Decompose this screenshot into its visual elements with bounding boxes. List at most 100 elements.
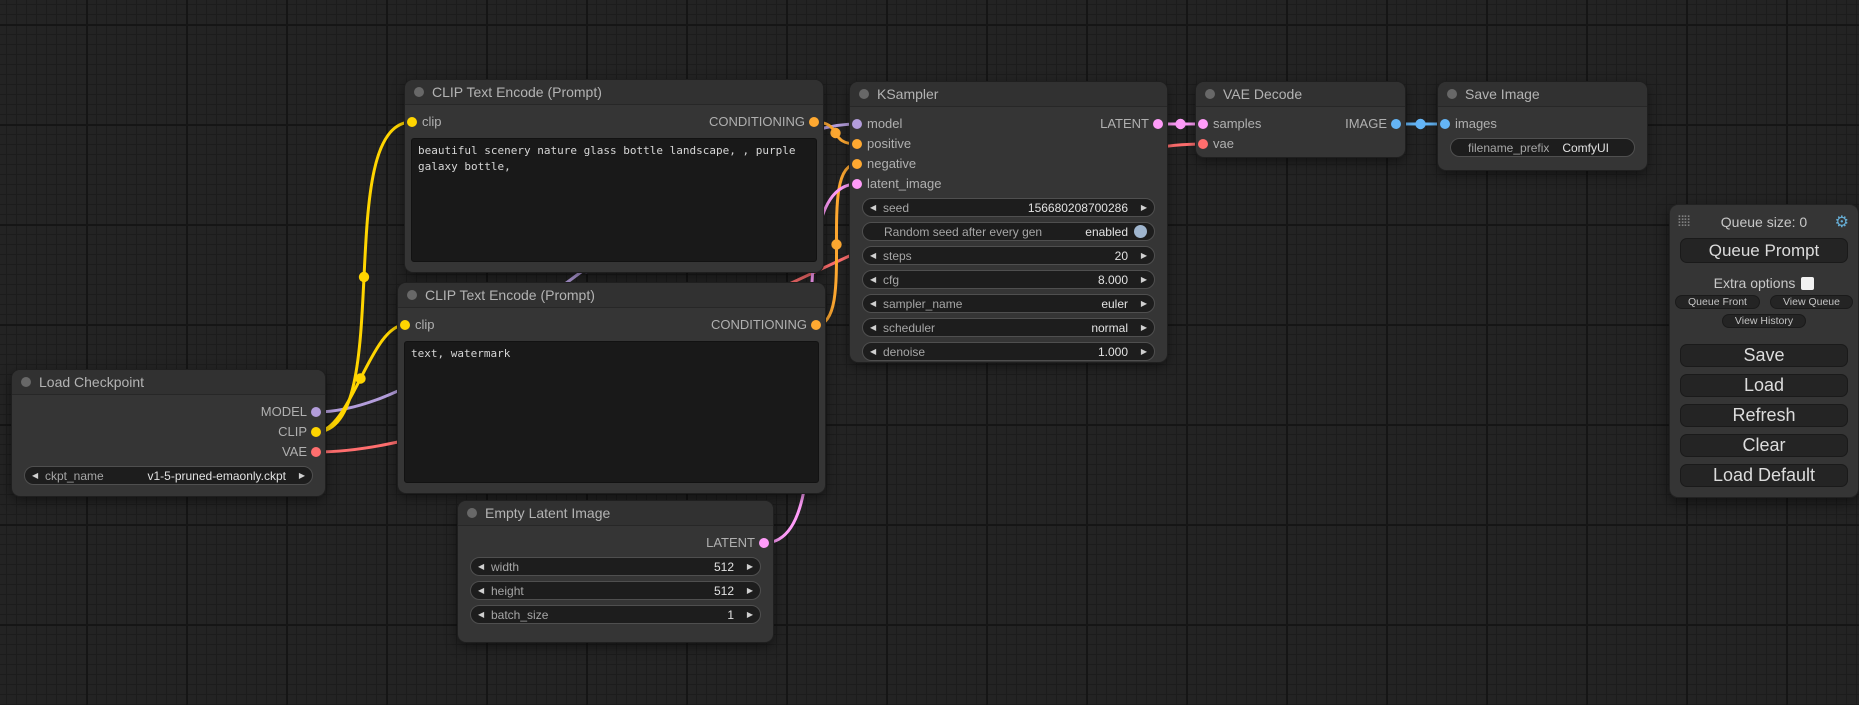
collapse-dot-icon[interactable]: [21, 377, 31, 387]
samples-input-dot[interactable]: [1198, 119, 1208, 129]
vae-input-dot[interactable]: [1198, 139, 1208, 149]
slot-row: negative: [850, 154, 1167, 174]
slot-row: vae: [1196, 134, 1405, 154]
node-clip-text-encode-negative[interactable]: CLIP Text Encode (Prompt) clip CONDITIONIN…: [398, 283, 825, 493]
decrement-arrow-icon[interactable]: ◀: [478, 586, 485, 595]
scheduler-widget[interactable]: ◀ scheduler normal ▶: [862, 318, 1155, 337]
view-queue-button[interactable]: View Queue: [1769, 295, 1853, 309]
node-title-bar[interactable]: KSampler: [850, 82, 1167, 107]
CLIP-output-dot[interactable]: [311, 427, 321, 437]
node-title-bar[interactable]: CLIP Text Encode (Prompt): [398, 283, 825, 308]
cfg-widget[interactable]: ◀ cfg 8.000 ▶: [862, 270, 1155, 289]
CONDITIONING-output-dot[interactable]: [809, 117, 819, 127]
collapse-dot-icon[interactable]: [407, 290, 417, 300]
steps-widget[interactable]: ◀ steps 20 ▶: [862, 246, 1155, 265]
clip-input-dot[interactable]: [407, 117, 417, 127]
seed-widget[interactable]: ◀ seed 156680208700286 ▶: [862, 198, 1155, 217]
height-widget[interactable]: ◀ height 512 ▶: [470, 581, 761, 600]
load-default-button[interactable]: Load Default: [1680, 464, 1848, 487]
increment-arrow-icon[interactable]: ▶: [298, 471, 305, 480]
model-input-dot[interactable]: [852, 119, 862, 129]
node-title-bar[interactable]: Save Image: [1438, 82, 1647, 107]
output-slot-label: LATENT: [706, 535, 755, 550]
collapse-dot-icon[interactable]: [859, 89, 869, 99]
collapse-dot-icon[interactable]: [414, 87, 424, 97]
decrement-arrow-icon[interactable]: ◀: [870, 275, 877, 284]
node-save-image[interactable]: Save Image images filename_prefix ComfyUI: [1438, 82, 1647, 170]
decrement-arrow-icon[interactable]: ◀: [478, 562, 485, 571]
slot-row: MODEL: [12, 402, 325, 422]
decrement-arrow-icon[interactable]: ◀: [478, 610, 485, 619]
increment-arrow-icon[interactable]: ▶: [746, 562, 753, 571]
positive-input-dot[interactable]: [852, 139, 862, 149]
CONDITIONING-output-dot[interactable]: [811, 320, 821, 330]
node-title-bar[interactable]: Empty Latent Image: [458, 501, 773, 526]
node-title-bar[interactable]: CLIP Text Encode (Prompt): [405, 80, 823, 105]
collapse-dot-icon[interactable]: [1447, 89, 1457, 99]
prompt-textarea[interactable]: text, watermark: [404, 341, 819, 483]
save-button[interactable]: Save: [1680, 344, 1848, 367]
refresh-button[interactable]: Refresh: [1680, 404, 1848, 427]
IMAGE-output-dot[interactable]: [1391, 119, 1401, 129]
node-clip-text-encode-positive[interactable]: CLIP Text Encode (Prompt) clip CONDITIONIN…: [405, 80, 823, 272]
node-load-checkpoint[interactable]: Load Checkpoint MODEL CLIP VAE ◀ ckpt_name v1-…: [12, 370, 325, 496]
input-slot-label: model: [867, 116, 903, 131]
collapse-dot-icon[interactable]: [1205, 89, 1215, 99]
clear-button[interactable]: Clear: [1680, 434, 1848, 457]
decrement-arrow-icon[interactable]: ◀: [32, 471, 39, 480]
link-midpoint-dot: [355, 373, 366, 384]
ckpt_name-widget[interactable]: ◀ ckpt_name v1-5-pruned-emaonly.ckpt ▶: [24, 466, 313, 485]
gear-icon[interactable]: ⚙: [1834, 214, 1849, 231]
node-title-bar[interactable]: VAE Decode: [1196, 82, 1405, 107]
slot-row: latent_image: [850, 174, 1167, 194]
node-ksampler[interactable]: KSampler model LATENT positive negative laten…: [850, 82, 1167, 362]
widget-value: 8.000: [1097, 272, 1128, 287]
prompt-textarea[interactable]: beautiful scenery nature glass bottle la…: [411, 138, 817, 262]
denoise-widget[interactable]: ◀ denoise 1.000 ▶: [862, 342, 1155, 361]
increment-arrow-icon[interactable]: ▶: [1140, 299, 1147, 308]
increment-arrow-icon[interactable]: ▶: [1140, 203, 1147, 212]
view-history-button[interactable]: View History: [1721, 314, 1807, 328]
Random seed after every gen-widget[interactable]: Random seed after every gen enabled: [862, 222, 1155, 241]
decrement-arrow-icon[interactable]: ◀: [870, 203, 877, 212]
node-empty-latent-image[interactable]: Empty Latent Image LATENT ◀ width 512 ▶ ◀ heigh…: [458, 501, 773, 642]
negative-input-dot[interactable]: [852, 159, 862, 169]
queue-prompt-button[interactable]: Queue Prompt: [1680, 238, 1848, 263]
LATENT-output-dot[interactable]: [1153, 119, 1163, 129]
decrement-arrow-icon[interactable]: ◀: [870, 323, 877, 332]
latent_image-input-dot[interactable]: [852, 179, 862, 189]
extra-options-checkbox[interactable]: [1801, 276, 1815, 290]
VAE-output-dot[interactable]: [311, 447, 321, 457]
increment-arrow-icon[interactable]: ▶: [746, 610, 753, 619]
output-slot-label: CONDITIONING: [708, 114, 805, 129]
widget-label: Random seed after every gen: [884, 224, 1043, 239]
node-title-bar[interactable]: Load Checkpoint: [12, 370, 325, 395]
increment-arrow-icon[interactable]: ▶: [746, 586, 753, 595]
drag-handle-icon[interactable]: ⣿⣿: [1677, 215, 1691, 227]
decrement-arrow-icon[interactable]: ◀: [870, 251, 877, 260]
decrement-arrow-icon[interactable]: ◀: [870, 347, 877, 356]
MODEL-output-dot[interactable]: [311, 407, 321, 417]
link-midpoint-dot: [1415, 118, 1426, 130]
LATENT-output-dot[interactable]: [759, 538, 769, 548]
increment-arrow-icon[interactable]: ▶: [1140, 275, 1147, 284]
increment-arrow-icon[interactable]: ▶: [1140, 347, 1147, 356]
widget-seed: ◀ seed 156680208700286 ▶: [862, 196, 1155, 220]
sampler_name-widget[interactable]: ◀ sampler_name euler ▶: [862, 294, 1155, 313]
load-button[interactable]: Load: [1680, 374, 1848, 397]
batch_size-widget[interactable]: ◀ batch_size 1 ▶: [470, 605, 761, 624]
images-input-dot[interactable]: [1440, 119, 1450, 129]
node-vae-decode[interactable]: VAE Decode samples IMAGE vae: [1196, 82, 1405, 157]
output-slot-label: VAE: [281, 444, 307, 459]
queue-front-button[interactable]: Queue Front: [1675, 295, 1760, 309]
decrement-arrow-icon[interactable]: ◀: [870, 299, 877, 308]
clip-input-dot[interactable]: [400, 320, 410, 330]
node-title-label: VAE Decode: [1223, 86, 1303, 102]
increment-arrow-icon[interactable]: ▶: [1140, 251, 1147, 260]
toggle-dot[interactable]: [1134, 225, 1147, 238]
widget-value: enabled: [1085, 224, 1128, 239]
collapse-dot-icon[interactable]: [467, 508, 477, 518]
width-widget[interactable]: ◀ width 512 ▶: [470, 557, 761, 576]
filename_prefix-widget[interactable]: filename_prefix ComfyUI: [1450, 138, 1635, 157]
increment-arrow-icon[interactable]: ▶: [1140, 323, 1147, 332]
